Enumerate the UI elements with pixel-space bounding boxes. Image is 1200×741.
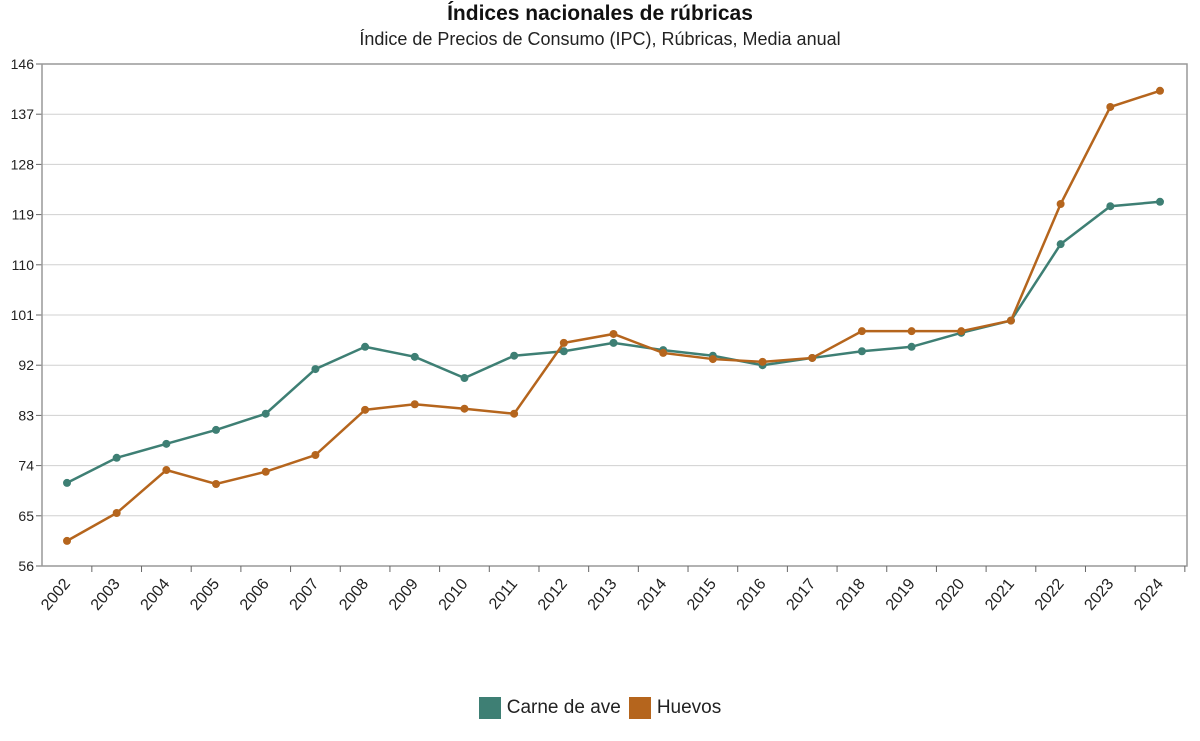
y-tick-label: 83: [18, 407, 34, 423]
x-tick-label: 2006: [237, 576, 273, 614]
x-tick-label: 2008: [336, 576, 372, 614]
x-tick-label: 2023: [1081, 576, 1117, 614]
data-point: [261, 467, 270, 476]
x-tick-label: 2007: [287, 576, 323, 614]
legend-label: Huevos: [656, 697, 722, 718]
data-point: [410, 400, 419, 409]
data-point: [460, 374, 469, 383]
data-point: [63, 536, 71, 545]
data-point: [162, 466, 171, 475]
data-point: [1056, 240, 1065, 249]
x-tick-label: 2009: [386, 576, 422, 614]
x-tick-label: 2012: [535, 576, 571, 614]
legend-label: Carne de ave: [506, 697, 621, 718]
x-tick-label: 2020: [932, 576, 968, 614]
data-point: [212, 480, 221, 489]
data-point: [1156, 86, 1164, 95]
data-point: [112, 509, 121, 518]
legend: Carne de ave Huevos: [0, 697, 1200, 719]
y-tick-label: 65: [18, 508, 34, 524]
data-point: [1056, 200, 1065, 209]
x-tick-label: 2019: [883, 576, 919, 614]
y-tick-label: 92: [18, 357, 34, 373]
legend-swatch: [478, 697, 501, 719]
data-point: [510, 409, 519, 418]
data-point: [857, 347, 866, 356]
x-tick-label: 2021: [982, 576, 1018, 614]
x-tick-label: 2017: [783, 576, 819, 614]
data-point: [1156, 197, 1164, 206]
legend-item-carne-de-ave[interactable]: Carne de ave: [478, 697, 621, 719]
data-point: [162, 439, 171, 448]
x-tick-label: 2010: [436, 576, 472, 614]
data-point: [957, 327, 966, 336]
chart-title: Índices nacionales de rúbricas: [447, 2, 753, 25]
data-point: [808, 353, 817, 362]
x-tick-label: 2011: [486, 576, 521, 613]
data-point: [410, 352, 419, 361]
data-point: [1106, 202, 1115, 211]
series-line: [66, 89, 1161, 542]
data-point: [460, 404, 469, 413]
x-tick-label: 2005: [187, 576, 223, 614]
x-tick-label: 2014: [634, 576, 670, 614]
data-point: [1106, 102, 1115, 111]
x-tick-label: 2015: [684, 576, 720, 614]
data-point: [708, 355, 717, 364]
data-point: [659, 348, 668, 357]
legend-item-huevos[interactable]: Huevos: [628, 697, 722, 719]
data-point: [63, 478, 71, 487]
data-point: [907, 342, 916, 351]
data-point: [609, 329, 618, 338]
x-tick-label: 2013: [585, 576, 621, 614]
data-point: [758, 357, 767, 366]
data-point: [559, 347, 568, 356]
x-tick-label: 2022: [1032, 576, 1068, 614]
y-tick-label: 146: [11, 56, 35, 72]
y-tick-label: 101: [11, 307, 35, 323]
legend-swatch: [628, 697, 651, 719]
y-tick-label: 74: [18, 458, 34, 474]
x-tick-label: 2016: [734, 576, 770, 614]
data-point: [311, 451, 320, 460]
data-point: [907, 327, 916, 336]
y-tick-label: 110: [12, 257, 35, 273]
x-tick-label: 2004: [138, 576, 174, 614]
y-tick-label: 128: [11, 156, 35, 172]
data-point: [112, 453, 121, 462]
plot-area: [41, 63, 1188, 567]
y-tick-label: 56: [18, 558, 34, 574]
data-point: [361, 405, 370, 414]
y-tick-label: 119: [12, 207, 35, 223]
data-point: [261, 409, 270, 418]
data-point: [311, 365, 320, 374]
data-point: [212, 425, 221, 434]
data-point: [510, 351, 519, 360]
x-tick-label: 2003: [88, 576, 124, 614]
x-tick-label: 2002: [38, 576, 74, 614]
data-point: [609, 338, 618, 347]
x-tick-label: 2024: [1131, 576, 1167, 614]
x-tick-label: 2018: [833, 576, 869, 614]
data-point: [361, 342, 370, 351]
data-point: [1006, 316, 1015, 325]
y-tick-label: 137: [11, 106, 35, 122]
data-point: [857, 327, 866, 336]
data-point: [559, 338, 568, 347]
chart-subtitle: Índice de Precios de Consumo (IPC), Rúbr…: [359, 29, 841, 49]
